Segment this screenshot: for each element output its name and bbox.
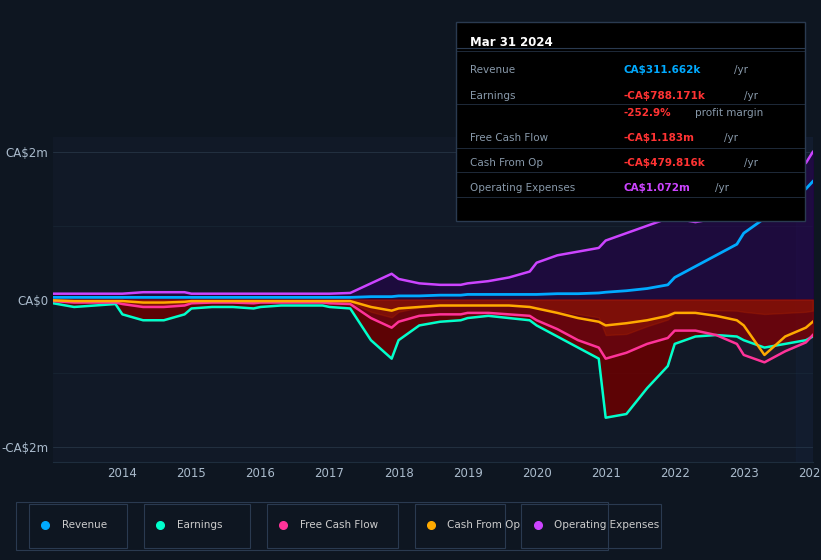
Text: Earnings: Earnings [470, 91, 515, 101]
Text: Operating Expenses: Operating Expenses [470, 183, 575, 193]
Text: Free Cash Flow: Free Cash Flow [470, 133, 548, 143]
Bar [796, 137, 813, 462]
Text: Revenue: Revenue [470, 65, 515, 75]
Text: -CA$788.171k: -CA$788.171k [623, 91, 705, 101]
Text: -CA$1.183m: -CA$1.183m [623, 133, 694, 143]
Text: -252.9%: -252.9% [623, 108, 671, 118]
Text: Free Cash Flow: Free Cash Flow [300, 520, 378, 530]
Text: /yr: /yr [744, 91, 758, 101]
Text: Earnings: Earnings [177, 520, 222, 530]
Text: /yr: /yr [734, 65, 748, 75]
Text: /yr: /yr [744, 157, 758, 167]
Text: CA$1.072m: CA$1.072m [623, 183, 690, 193]
Text: -CA$479.816k: -CA$479.816k [623, 157, 705, 167]
Text: Mar 31 2024: Mar 31 2024 [470, 36, 553, 49]
Text: Revenue: Revenue [62, 520, 107, 530]
Text: Cash From Op: Cash From Op [447, 520, 521, 530]
Text: /yr: /yr [724, 133, 738, 143]
Text: CA$311.662k: CA$311.662k [623, 65, 700, 75]
Text: Operating Expenses: Operating Expenses [554, 520, 659, 530]
Text: profit margin: profit margin [695, 108, 764, 118]
FancyBboxPatch shape [456, 22, 805, 221]
Text: Cash From Op: Cash From Op [470, 157, 543, 167]
Text: /yr: /yr [714, 183, 728, 193]
